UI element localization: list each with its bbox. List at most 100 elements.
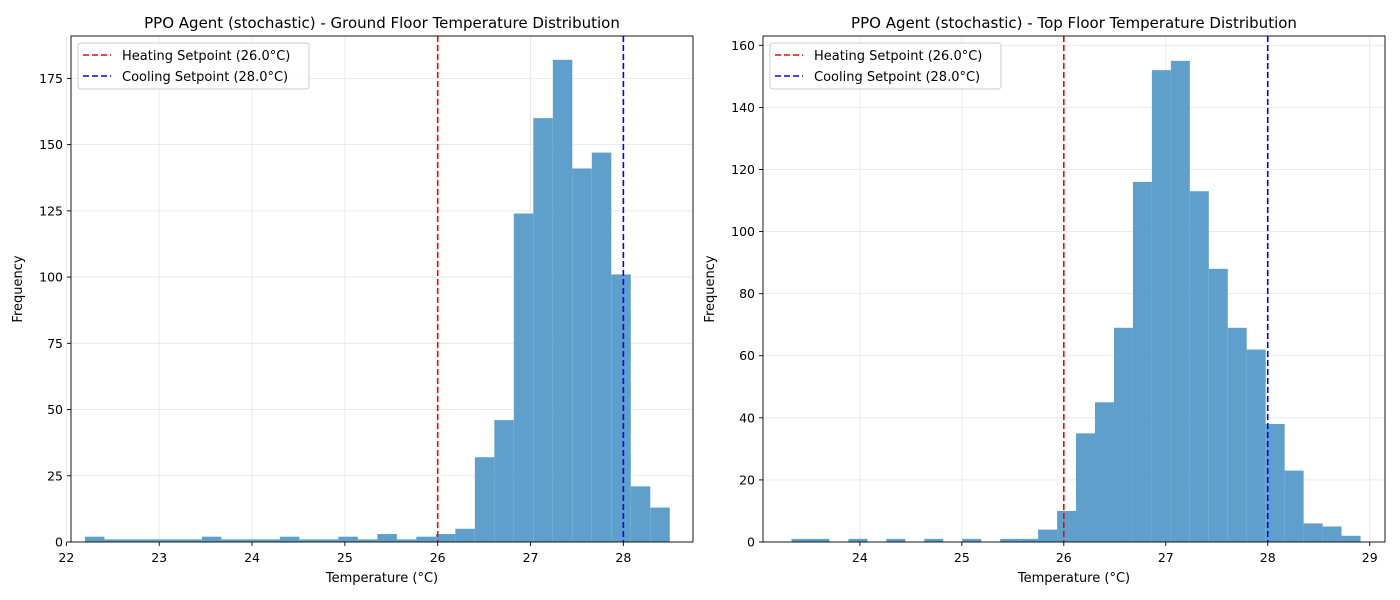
histogram-bar (1189, 191, 1209, 542)
histogram-bar (455, 528, 475, 542)
histogram-bar (1303, 523, 1323, 542)
y-tick-label: 80 (739, 286, 755, 301)
x-tick-label: 28 (1260, 550, 1276, 565)
histogram-bar (1208, 268, 1228, 542)
histogram-bar (338, 536, 358, 542)
histogram-bar (1284, 470, 1304, 542)
y-tick-label: 175 (39, 71, 63, 86)
x-axis-label: Temperature (°C) (1017, 571, 1130, 586)
y-tick-label: 50 (47, 402, 63, 417)
histogram-bar (182, 539, 202, 542)
x-tick-label: 25 (954, 550, 970, 565)
x-tick-label: 28 (615, 550, 631, 565)
axes-frame (70, 35, 694, 543)
chart-panel-1: 22 23 24 25 26 27 28 0 25 50 75 100 125 150 175 PPO Age… (11, 14, 694, 586)
legend-box (769, 42, 1002, 90)
histogram-bar (791, 538, 811, 542)
histogram-bar (1322, 526, 1342, 542)
x-tick-label: 26 (430, 550, 446, 565)
y-tick-label: 75 (47, 336, 63, 351)
chart-panel-2: 24 25 26 27 28 29 0 20 40 60 80 100 120 140 160 PPO Age… (703, 14, 1386, 586)
histogram-bar (299, 539, 319, 542)
histogram-bar (240, 539, 261, 542)
y-tick-label: 160 (731, 38, 755, 53)
y-tick-label: 0 (55, 535, 63, 550)
histogram-bar (377, 534, 397, 542)
histogram-bar (533, 118, 553, 542)
y-tick-label: 40 (739, 410, 755, 425)
histogram-bar (396, 539, 417, 542)
histogram-bar (260, 539, 280, 542)
axes-frame (762, 35, 1386, 543)
x-axis-label: Temperature (°C) (325, 571, 438, 586)
legend-box (77, 42, 310, 90)
y-axis-label: Frequency (11, 255, 26, 322)
x-tick-label: 22 (58, 550, 74, 565)
legend-entry-label: Heating Setpoint (26.0°C) (814, 49, 982, 64)
x-tick-label: 27 (1158, 550, 1174, 565)
histogram-bar (416, 536, 436, 542)
histogram-bar (494, 420, 514, 542)
x-tick-label: 26 (1056, 550, 1072, 565)
histogram-bar (924, 538, 944, 542)
legend-entry-label: Cooling Setpoint (28.0°C) (122, 70, 288, 85)
y-axis-label: Frequency (703, 255, 718, 322)
histogram-bar (1000, 538, 1020, 542)
x-tick-label: 27 (523, 550, 539, 565)
y-tick-label: 60 (739, 348, 755, 363)
histogram-bar (650, 507, 670, 542)
legend-entry-label: Heating Setpoint (26.0°C) (122, 49, 290, 64)
histogram-bar (572, 168, 592, 542)
x-tick-label: 24 (244, 550, 260, 565)
histogram-bar (1170, 60, 1190, 543)
histogram-bar (810, 538, 830, 542)
histogram-bar (630, 486, 651, 542)
x-tick-label: 24 (852, 550, 868, 565)
y-tick-label: 125 (39, 203, 63, 218)
histogram-bar (1341, 535, 1361, 542)
histogram-bar (201, 536, 222, 542)
chart-title: PPO Agent (stochastic) - Ground Floor Te… (144, 14, 620, 32)
histogram-bar (162, 539, 183, 542)
histogram-bar (1246, 349, 1266, 542)
y-tick-label: 25 (47, 468, 63, 483)
y-tick-label: 100 (731, 224, 755, 239)
histogram-bar (1038, 529, 1058, 542)
y-tick-label: 140 (731, 100, 755, 115)
histogram-bar (1095, 402, 1114, 542)
histogram-bar (123, 539, 144, 542)
histogram-bar (513, 213, 534, 542)
histogram-bar (552, 59, 573, 543)
chart-title: PPO Agent (stochastic) - Top Floor Tempe… (851, 14, 1297, 32)
y-tick-label: 0 (747, 535, 755, 550)
histogram-bar (279, 536, 300, 542)
histogram-bar (1132, 181, 1152, 542)
histogram-bar (591, 152, 612, 543)
x-tick-label: 23 (151, 550, 167, 565)
x-tick-label: 25 (337, 550, 353, 565)
legend: Heating Setpoint (26.0°C) Cooling Setpoin… (769, 42, 1002, 90)
histogram-bar (886, 538, 906, 542)
plot-area (763, 36, 1385, 542)
histogram-bar (143, 539, 163, 542)
y-tick-label: 20 (739, 472, 755, 487)
histogram-bar (1057, 510, 1077, 542)
histogram-bar (1019, 538, 1039, 542)
histogram-bar (221, 539, 241, 542)
histogram-bar (1227, 327, 1247, 542)
histogram-bar (1265, 424, 1285, 542)
histogram-bar (474, 457, 495, 542)
y-tick-label: 100 (39, 270, 63, 285)
histogram-bar (318, 539, 339, 542)
histogram-bar (848, 538, 868, 542)
histogram-bar (357, 539, 378, 542)
histogram-bar (1076, 433, 1096, 542)
histogram-bar (962, 538, 982, 542)
histogram-bar (1113, 327, 1133, 542)
histogram-bar (611, 274, 631, 542)
x-tick-label: 29 (1362, 550, 1378, 565)
histogram-bar (84, 536, 105, 542)
histogram-bar (104, 539, 124, 542)
